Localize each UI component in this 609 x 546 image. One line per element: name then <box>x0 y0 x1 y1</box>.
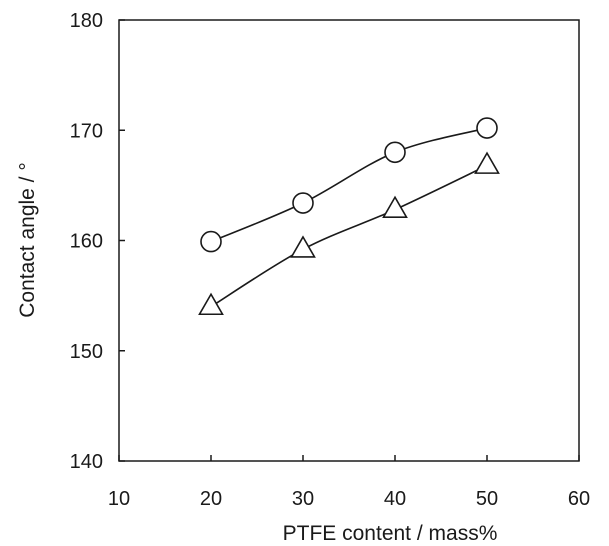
x-tick-label: 20 <box>200 488 222 510</box>
data-point-triangle <box>290 235 316 258</box>
x-tick-label: 30 <box>292 488 314 510</box>
series-line-triangle <box>210 164 488 308</box>
series-markers <box>198 117 500 316</box>
series-line-circle <box>210 127 488 243</box>
plot-frame <box>118 19 580 462</box>
y-axis-label: Contact angle / ° <box>16 162 39 318</box>
y-axis-ticks: 140 150 160 170 180 <box>70 10 125 473</box>
data-point-circle <box>200 230 222 253</box>
x-tick-label: 10 <box>108 488 130 510</box>
data-point-circle <box>292 192 314 214</box>
y-tick-label: 180 <box>70 10 103 32</box>
data-point-triangle <box>198 292 224 316</box>
y-tick-label: 140 <box>70 451 103 473</box>
data-point-circle <box>476 117 498 139</box>
data-point-triangle <box>474 151 500 174</box>
y-tick-label: 160 <box>70 231 103 253</box>
x-axis-ticks: 10 20 30 40 50 60 <box>108 455 590 510</box>
data-point-circle <box>384 141 406 164</box>
x-tick-label: 40 <box>384 488 406 510</box>
y-tick-label: 150 <box>70 341 103 363</box>
y-tick-label: 170 <box>70 120 103 142</box>
series-lines <box>210 127 488 308</box>
x-tick-label: 60 <box>568 488 590 510</box>
data-point-triangle <box>382 195 408 219</box>
x-axis-label: PTFE content / mass% <box>283 522 498 545</box>
x-tick-label: 50 <box>476 488 498 510</box>
